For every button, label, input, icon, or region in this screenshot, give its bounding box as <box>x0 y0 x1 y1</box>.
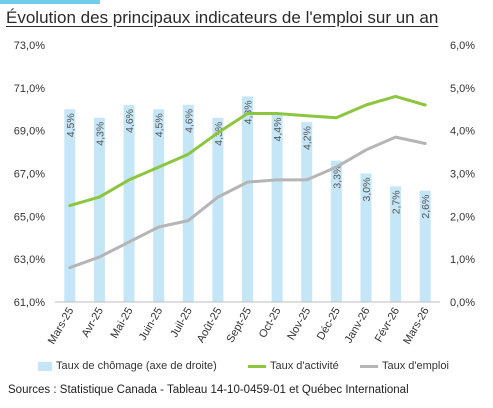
right-axis: 0,0% 1,0% 2,0% 3,0% 4,0% 5,0% 6,0% <box>450 40 475 309</box>
left-tick-label: 73,0% <box>14 40 45 52</box>
x-tick-label: Oct-25 <box>257 306 284 341</box>
left-tick-label: 61,0% <box>14 297 45 309</box>
left-tick-label: 71,0% <box>14 83 45 95</box>
chart-title: Évolution des principaux indicateurs de … <box>6 8 439 27</box>
bar-data-label: 4,3% <box>94 122 106 146</box>
x-tick-label: Déc-25 <box>315 306 343 343</box>
bar-data-label: 4,2% <box>302 126 314 150</box>
x-tick-label: Août-25 <box>195 306 225 345</box>
left-tick-label: 65,0% <box>14 211 45 223</box>
x-tick-label: Juin-25 <box>137 306 165 343</box>
legend-label: Taux d'emploi <box>382 360 449 372</box>
bar-data-label: 2,7% <box>391 190 403 214</box>
legend-label: Taux de chômage (axe de droite) <box>56 360 217 372</box>
bar-data-label: 4,6% <box>183 109 195 133</box>
bar-data-label: 4,4% <box>272 118 284 142</box>
title-accent-bar <box>0 0 100 4</box>
x-tick-label: Juil-25 <box>168 306 195 340</box>
chart: 61,0% 63,0% 65,0% 67,0% 69,0% 71,0% 73,0% 0,0%… <box>14 40 475 347</box>
legend-swatch-line <box>248 364 266 368</box>
source-note: Sources : Statistique Canada - Tableau 1… <box>8 384 409 396</box>
employment-rate-line <box>68 135 427 270</box>
x-tick-label: Nov-25 <box>285 306 313 343</box>
left-axis: 61,0% 63,0% 65,0% 67,0% 69,0% 71,0% 73,0% <box>14 40 45 309</box>
bar <box>123 104 135 302</box>
bar-data-label: 2,6% <box>420 195 432 219</box>
bar-data-label: 3,3% <box>331 165 343 189</box>
bar-data-label: 4,6% <box>124 109 136 133</box>
right-tick-label: 1,0% <box>450 254 475 266</box>
right-tick-label: 4,0% <box>450 126 475 138</box>
bar <box>153 109 165 302</box>
bar-data-label: 3,0% <box>361 178 373 202</box>
bar <box>182 104 194 302</box>
x-axis-labels: Mars-25 Avr-25 Mai-25 Juin-25 Juil-25 Août-25… <box>46 306 432 347</box>
bar <box>93 117 105 302</box>
bar <box>360 173 372 302</box>
bar <box>301 122 313 302</box>
right-tick-label: 5,0% <box>450 83 475 95</box>
unemployment-bars <box>64 96 431 303</box>
bar-data-label: 4,5% <box>65 113 77 137</box>
right-tick-label: 0,0% <box>450 297 475 309</box>
bar <box>419 190 431 302</box>
legend-swatch-line <box>360 364 378 368</box>
x-tick-label: Févr-26 <box>373 306 402 345</box>
right-tick-label: 2,0% <box>450 211 475 223</box>
x-tick-label: Mai-25 <box>108 306 135 341</box>
rate-lines <box>68 94 427 270</box>
bar <box>330 160 342 302</box>
x-tick-label: Avr-25 <box>80 306 106 340</box>
legend-item-activity: Taux d'activité <box>248 360 339 372</box>
left-tick-label: 63,0% <box>14 254 45 266</box>
activity-rate-line <box>68 94 427 208</box>
legend-label: Taux d'activité <box>270 360 339 372</box>
x-tick-label: Janv-26 <box>343 306 373 346</box>
right-tick-label: 6,0% <box>450 40 475 52</box>
left-tick-label: 67,0% <box>14 169 45 181</box>
x-tick-label: Sept-25 <box>224 306 254 345</box>
bar <box>242 96 253 303</box>
bar <box>390 186 402 302</box>
bar-data-label: 4,5% <box>154 113 166 137</box>
x-tick-label: Mars-26 <box>401 306 432 347</box>
bar <box>212 117 224 302</box>
legend-item-employment: Taux d'emploi <box>360 360 449 372</box>
legend-item-unemployment: Taux de chômage (axe de droite) <box>38 360 217 372</box>
right-tick-label: 3,0% <box>450 169 475 181</box>
legend-swatch-bar <box>38 361 52 371</box>
legend: Taux de chômage (axe de droite) Taux d'a… <box>38 360 478 376</box>
bar <box>271 113 283 303</box>
left-tick-label: 69,0% <box>14 126 45 138</box>
x-tick-label: Mars-25 <box>46 306 77 347</box>
